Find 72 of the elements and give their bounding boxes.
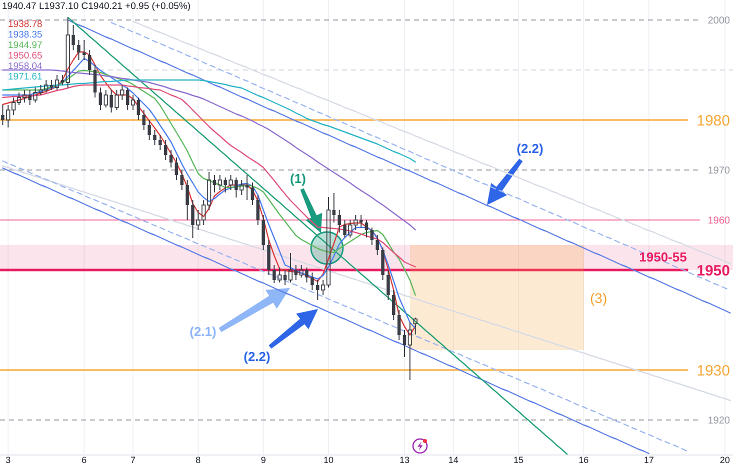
- x-tick-label: 6: [82, 455, 87, 465]
- candlestick: [408, 322, 412, 380]
- x-tick-label: 3: [6, 455, 11, 465]
- annotation: (2.2): [516, 141, 544, 156]
- candlestick: [338, 210, 341, 233]
- candlestick: [50, 80, 54, 90]
- candlestick: [294, 264, 298, 280]
- text: 1950.65: [8, 50, 42, 62]
- series-label: 1958.04: [8, 61, 42, 72]
- candlestick: [174, 157, 178, 180]
- annotation: (3): [590, 290, 608, 306]
- annotation: (2.1): [190, 324, 216, 339]
- candlestick: [77, 40, 80, 60]
- ref-line-label: 2000: [708, 16, 730, 27]
- candlestick: [82, 40, 86, 60]
- candlestick: [130, 94, 136, 110]
- candlestick: [153, 130, 156, 146]
- x-tick-label: 9: [260, 455, 266, 465]
- candlestick: [364, 220, 368, 238]
- candlestick: [212, 174, 216, 193]
- series-label: 1971.61: [8, 72, 42, 82]
- candlestick: [370, 227, 374, 246]
- x-tick-label: 17: [644, 455, 654, 465]
- candlestick: [60, 74, 64, 86]
- text: 1944.97: [8, 40, 42, 51]
- ref-line-label: 1950: [696, 262, 730, 280]
- candlestick: [126, 87, 130, 110]
- candlestick: [332, 192, 336, 223]
- candlestick: [256, 194, 260, 226]
- candlestick: [180, 170, 184, 190]
- candlestick: [359, 214, 363, 228]
- ref-line-label: 1920: [708, 416, 730, 427]
- ref-line-label: 1930: [696, 362, 730, 380]
- x-tick-label: 13: [400, 455, 410, 465]
- x-tick-label: 8: [196, 455, 201, 465]
- candlestick: [88, 50, 92, 76]
- x-tick-label: 10: [323, 455, 334, 465]
- ref-line-label: 1970: [708, 166, 730, 177]
- annotation: (2.2): [244, 349, 270, 364]
- candlestick: [186, 180, 189, 220]
- x-tick-label: 16: [578, 455, 589, 465]
- band-label: 1950-55: [639, 250, 687, 264]
- candlestick: [245, 174, 249, 200]
- candlestick: [392, 290, 396, 320]
- chart-title: 1940.47 L1937.10 C1940.21 +0.95 (+0.05%): [2, 1, 191, 12]
- text: 1938.78: [8, 19, 42, 30]
- x-tick-label: 20: [720, 455, 730, 465]
- candlestick: [262, 214, 265, 250]
- ref-line-label: 1980: [696, 112, 730, 130]
- x-tick-label: 7: [130, 455, 136, 465]
- candlestick: [381, 247, 384, 280]
- candlestick: [142, 110, 146, 130]
- text: 1938.35: [8, 30, 42, 40]
- candlestick: [376, 234, 379, 256]
- candlestick: [283, 270, 287, 286]
- annotation: (1): [290, 171, 306, 186]
- candlestick: [402, 330, 406, 358]
- candlestick: [397, 310, 401, 340]
- candlestick: [386, 270, 390, 300]
- candlestick: [98, 87, 102, 110]
- x-tick-label: 14: [448, 455, 458, 465]
- candlestick: [250, 182, 254, 206]
- candlestick: [93, 64, 97, 98]
- candlestick: [148, 120, 151, 140]
- x-tick-label: 15: [514, 455, 524, 465]
- candlestick: [267, 240, 270, 276]
- candlestick: [136, 97, 140, 120]
- candlestick: [310, 272, 314, 290]
- candlestick: [164, 140, 168, 160]
- candlestick: [158, 134, 162, 150]
- candlestick: [169, 150, 173, 168]
- ref-line-label: 1960: [708, 216, 730, 227]
